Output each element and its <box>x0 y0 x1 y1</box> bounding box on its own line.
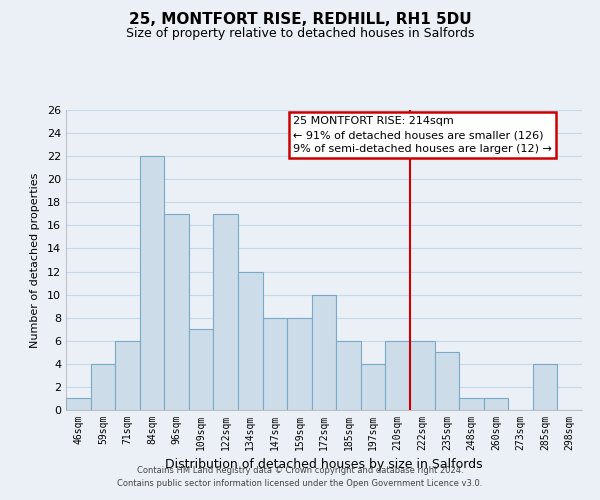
Bar <box>410 341 434 410</box>
Bar <box>66 398 91 410</box>
Bar <box>434 352 459 410</box>
Text: 25, MONTFORT RISE, REDHILL, RH1 5DU: 25, MONTFORT RISE, REDHILL, RH1 5DU <box>128 12 472 28</box>
Bar <box>140 156 164 410</box>
Bar <box>164 214 189 410</box>
Bar <box>385 341 410 410</box>
Bar <box>238 272 263 410</box>
Text: 25 MONTFORT RISE: 214sqm
← 91% of detached houses are smaller (126)
9% of semi-d: 25 MONTFORT RISE: 214sqm ← 91% of detach… <box>293 116 552 154</box>
Bar <box>214 214 238 410</box>
Bar <box>484 398 508 410</box>
Text: Size of property relative to detached houses in Salfords: Size of property relative to detached ho… <box>126 28 474 40</box>
Bar <box>91 364 115 410</box>
Bar <box>361 364 385 410</box>
Bar <box>263 318 287 410</box>
Text: Contains HM Land Registry data © Crown copyright and database right 2024.
Contai: Contains HM Land Registry data © Crown c… <box>118 466 482 487</box>
Bar <box>115 341 140 410</box>
Bar <box>533 364 557 410</box>
Bar <box>189 329 214 410</box>
Bar <box>287 318 312 410</box>
Bar <box>459 398 484 410</box>
Bar <box>312 294 336 410</box>
X-axis label: Distribution of detached houses by size in Salfords: Distribution of detached houses by size … <box>165 458 483 471</box>
Bar <box>336 341 361 410</box>
Y-axis label: Number of detached properties: Number of detached properties <box>30 172 40 348</box>
